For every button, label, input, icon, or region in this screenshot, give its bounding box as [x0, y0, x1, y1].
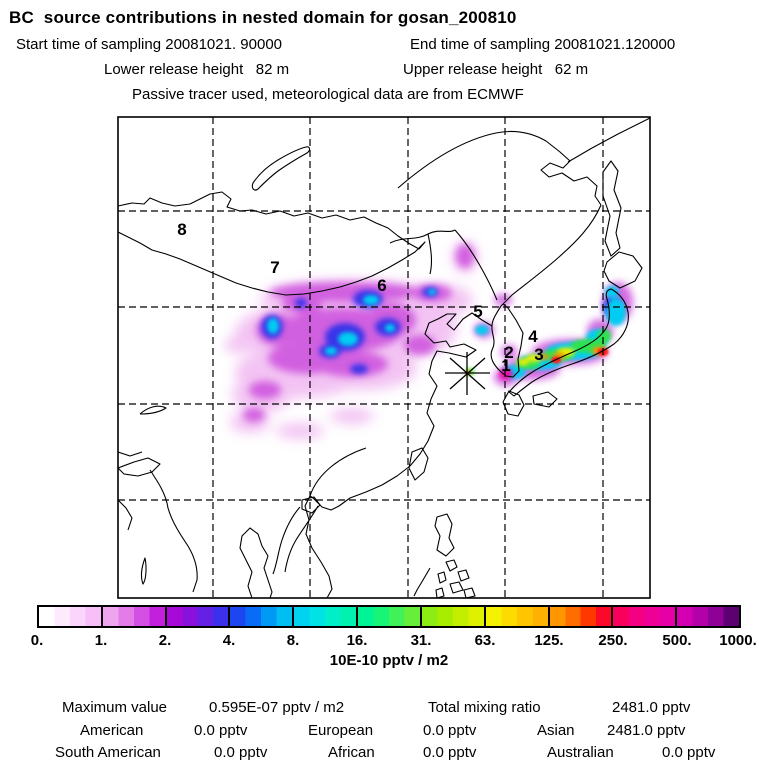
border-mongolia [118, 191, 426, 296]
colorbar-segment [164, 607, 229, 626]
colorbar-segment [356, 607, 420, 626]
release-lower-text: Lower release height 82 m [104, 61, 290, 78]
coast-malay-peninsula [239, 527, 273, 598]
island-sakhalin [602, 160, 622, 257]
colorbar-segment [39, 607, 101, 626]
colorbar-segment [228, 607, 293, 626]
continent-african-label: African [328, 744, 375, 761]
colorbar-tick: 63. [474, 632, 496, 649]
lake-baikal [251, 146, 311, 191]
colorbar-tick: 8. [286, 632, 300, 649]
colorbar-segment [100, 607, 165, 626]
colorbar-tick: 16. [346, 632, 368, 649]
colorbar-tick: 4. [222, 632, 236, 649]
river-ussuri [454, 229, 498, 301]
border-indochina-3 [284, 505, 319, 573]
colorbar-segment [483, 607, 548, 626]
region-label-4: 4 [528, 327, 538, 346]
region-label-2: 2 [504, 343, 513, 362]
colorbar-segment [611, 607, 676, 626]
continent-european-label: European [308, 722, 374, 739]
border-himalaya-2 [118, 451, 143, 457]
colorbar-tick: 2. [158, 632, 172, 649]
coast-korea [490, 303, 524, 378]
colorbar-tick: 125. [534, 632, 564, 649]
continent-european-value: 0.0 pptv [423, 722, 477, 739]
continent-australian-label: Australian [547, 744, 614, 761]
release-upper-text: Upper release height 62 m [403, 61, 589, 78]
colorbar-segment [547, 607, 612, 626]
region-labels: 1 2 3 4 5 6 7 8 [177, 220, 543, 375]
sampling-start-text: Start time of sampling 20081021. 90000 [16, 36, 283, 53]
continent-african-value: 0.0 pptv [423, 744, 477, 761]
coastlines [118, 117, 650, 598]
colorbar-tick: 1000. [719, 632, 757, 649]
island-honshu [508, 288, 629, 397]
region-label-8: 8 [177, 220, 186, 239]
island-andaman [140, 557, 147, 585]
island-luzon [434, 513, 455, 557]
border-himalaya-1 [118, 457, 161, 477]
region-label-3: 3 [534, 345, 543, 364]
figure-title: BC source contributions in nested domain… [9, 8, 517, 27]
continent-american-value: 0.0 pptv [194, 722, 248, 739]
continent-asian-label: Asian [537, 722, 575, 739]
continent-australian-value: 0.0 pptv [662, 744, 716, 761]
coast-northeast-corner [567, 117, 650, 163]
border-tibet [139, 405, 167, 415]
coast-china-vietnam [304, 312, 493, 598]
continent-american-label: American [80, 722, 144, 739]
colorbar [37, 605, 741, 628]
border-indochina-1 [309, 447, 367, 497]
islands-philippines [435, 559, 476, 598]
region-label-7: 7 [270, 258, 279, 277]
maximum-value-label: Maximum value [62, 699, 168, 716]
island-taiwan [408, 447, 429, 481]
border-himalaya-3 [118, 499, 133, 531]
island-palawan [413, 567, 431, 597]
continent-samerican-label: South American [55, 744, 161, 761]
maximum-value: 0.595E-07 pptv / m2 [209, 699, 345, 716]
colorbar-tick: 1. [94, 632, 108, 649]
island-shikoku [532, 391, 558, 408]
island-hokkaido [603, 251, 643, 289]
colorbar-segment [292, 607, 357, 626]
total-ratio-value: 2481.0 pptv [612, 699, 691, 716]
island-kyushu [502, 390, 525, 417]
coast-myanmar [149, 469, 198, 593]
border-indochina-2 [272, 506, 301, 575]
coast-primorye [500, 204, 602, 307]
colorbar-tick: 31. [410, 632, 432, 649]
colorbar-segment [675, 607, 739, 626]
colorbar-tick: 0. [30, 632, 44, 649]
tracer-note-text: Passive tracer used, meteorological data… [132, 86, 524, 103]
total-ratio-label: Total mixing ratio [428, 699, 541, 716]
receptor-star-marker [445, 352, 490, 395]
sampling-end-text: End time of sampling 20081021.120000 [410, 36, 676, 53]
river-songhua [427, 233, 433, 275]
region-label-6: 6 [377, 276, 386, 295]
region-label-5: 5 [473, 302, 482, 321]
continent-asian-value: 2481.0 pptv [607, 722, 686, 739]
coast-okhotsk [397, 130, 602, 206]
colorbar-segment [419, 607, 484, 626]
continent-samerican-value: 0.0 pptv [214, 744, 268, 761]
colorbar-tick: 250. [598, 632, 628, 649]
colorbar-units-label: 10E-10 pptv / m2 [329, 652, 449, 669]
colorbar-tick: 500. [662, 632, 692, 649]
region-label-1: 1 [501, 356, 510, 375]
